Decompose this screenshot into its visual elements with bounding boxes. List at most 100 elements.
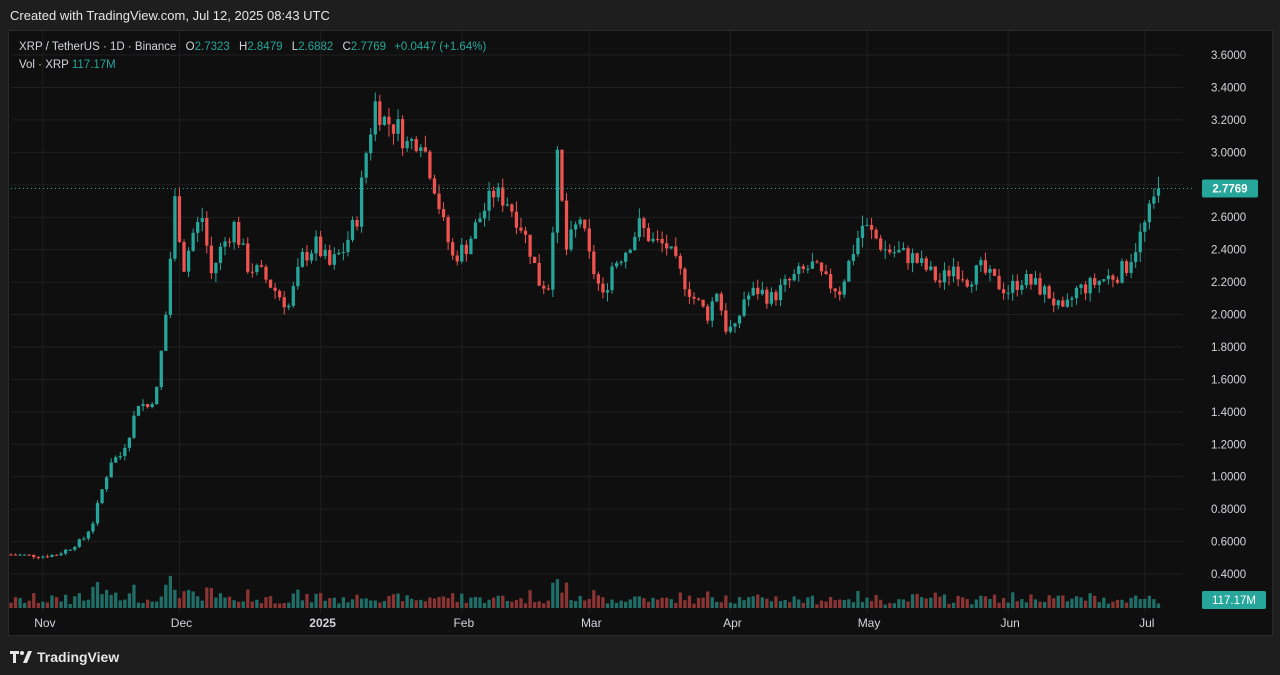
- volume-bar: [601, 597, 605, 608]
- candle-body: [177, 196, 182, 242]
- candle-body: [237, 222, 241, 245]
- volume-bar: [974, 599, 978, 608]
- candle-body: [205, 218, 209, 246]
- volume-bar: [391, 594, 396, 608]
- volume-bar: [951, 602, 956, 608]
- candle-body: [1015, 280, 1019, 290]
- volume-bar: [901, 599, 906, 608]
- volume-bar: [719, 602, 723, 608]
- volume-bar: [369, 600, 373, 608]
- chart-frame[interactable]: 3.60003.40003.20003.00002.80002.60002.40…: [8, 30, 1273, 636]
- volume-bar: [651, 597, 655, 608]
- volume-bar: [683, 600, 687, 608]
- candle-body: [774, 292, 778, 301]
- candle-body: [706, 306, 710, 321]
- candle-body: [1088, 278, 1092, 294]
- volume-bar: [833, 600, 837, 608]
- candle-body: [1006, 292, 1010, 294]
- candle-body: [610, 266, 614, 291]
- volume-bar: [819, 600, 824, 608]
- volume-bar: [191, 591, 195, 608]
- candle-body: [487, 190, 491, 211]
- candle-body: [1070, 298, 1074, 300]
- volume-bar: [751, 596, 755, 608]
- candle-body: [924, 258, 928, 270]
- candle-body: [1134, 252, 1138, 263]
- candle-body: [528, 234, 532, 257]
- candle-body: [1124, 261, 1129, 273]
- volume-bar: [655, 599, 660, 608]
- candle-body: [346, 239, 350, 253]
- candle-body: [674, 246, 678, 256]
- volume-bar: [874, 594, 878, 608]
- volume-bar: [1102, 597, 1106, 608]
- volume-legend-row: Vol · XRP 117.17M: [19, 56, 486, 74]
- volume-bar: [1152, 599, 1156, 608]
- volume-bar: [205, 587, 209, 608]
- symbol-label[interactable]: XRP / TetherUS · 1D · Binance: [19, 41, 177, 53]
- candle-body: [742, 299, 746, 316]
- volume-bar: [168, 575, 173, 608]
- candle-body: [155, 387, 159, 405]
- candle-body: [997, 275, 1001, 290]
- header-bar: Created with TradingView.com, Jul 12, 20…: [0, 0, 1280, 30]
- volume-bar: [851, 602, 856, 608]
- volume-bar: [209, 588, 213, 608]
- volume-bar: [250, 601, 254, 608]
- candle-body: [646, 227, 651, 242]
- volume-bar: [1074, 596, 1079, 608]
- candle-body: [951, 266, 956, 277]
- candle-body: [642, 218, 646, 228]
- candle-body: [942, 270, 947, 283]
- candle-body: [633, 236, 637, 251]
- candle-body: [86, 531, 91, 539]
- volume-bar: [223, 597, 227, 608]
- volume-bar: [405, 595, 409, 608]
- candle-body: [747, 295, 751, 300]
- volume-bar: [646, 601, 651, 608]
- volume-bar: [501, 595, 505, 608]
- volume-bar: [979, 595, 983, 608]
- volume-bar: [888, 603, 892, 608]
- volume-bar: [660, 597, 664, 608]
- volume-bar: [273, 603, 277, 608]
- candle-body: [118, 456, 122, 458]
- volume-key[interactable]: Vol · XRP: [19, 59, 69, 71]
- volume-bar: [1061, 595, 1065, 608]
- volume-bar: [355, 594, 359, 608]
- volume-bar: [400, 601, 405, 608]
- candle-body: [1001, 289, 1006, 294]
- candle-body: [624, 252, 628, 262]
- candle-body: [328, 250, 332, 265]
- candle-body: [446, 217, 450, 243]
- candle-body: [920, 258, 924, 263]
- volume-bar: [177, 598, 182, 608]
- volume-bar: [592, 590, 596, 608]
- candle-body: [127, 437, 132, 448]
- candle-body: [965, 280, 969, 287]
- candle-body: [91, 523, 95, 532]
- tradingview-logo-icon: [10, 651, 32, 663]
- candle-body: [432, 178, 437, 194]
- volume-bar: [396, 593, 400, 608]
- volume-bar: [387, 595, 391, 608]
- volume-bar: [473, 596, 478, 608]
- volume-bar: [514, 600, 519, 608]
- volume-bar: [806, 597, 810, 608]
- candle-body: [387, 116, 391, 125]
- candle-body: [692, 296, 696, 299]
- volume-bar: [847, 599, 851, 608]
- candle-body: [915, 253, 919, 263]
- candle-body: [815, 261, 819, 263]
- volume-bar: [701, 597, 705, 608]
- volume-bar: [774, 596, 778, 608]
- volume-bar: [268, 596, 273, 608]
- price-chart[interactable]: 3.60003.40003.20003.00002.80002.60002.40…: [9, 31, 1272, 635]
- volume-bar: [992, 594, 997, 608]
- candle-body: [587, 228, 591, 252]
- candle-body: [555, 149, 560, 233]
- candle-body: [428, 151, 432, 179]
- tradingview-logo[interactable]: TradingView: [10, 649, 119, 665]
- volume-bar: [54, 597, 59, 608]
- candle-body: [505, 204, 509, 206]
